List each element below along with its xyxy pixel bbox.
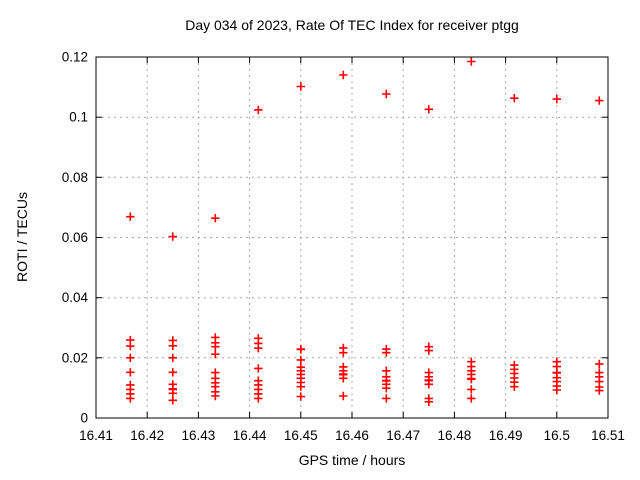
data-point-marker xyxy=(595,386,604,395)
data-point-marker xyxy=(595,96,604,105)
y-axis-title: ROTI / TECUs xyxy=(14,192,30,282)
data-point-marker xyxy=(126,341,135,351)
data-point-marker xyxy=(254,364,263,373)
y-tick-label: 0.1 xyxy=(69,110,88,125)
data-point-marker xyxy=(126,212,135,221)
x-tick-label: 16.5 xyxy=(544,428,570,443)
data-point-marker xyxy=(424,346,433,355)
data-point-marker xyxy=(296,392,305,401)
data-point-marker xyxy=(296,345,305,354)
data-point-marker xyxy=(339,391,348,401)
data-point-marker xyxy=(467,385,476,394)
data-point-marker xyxy=(510,382,519,391)
data-point-marker xyxy=(126,368,135,377)
data-point-marker xyxy=(211,391,220,401)
y-tick-label: 0.04 xyxy=(62,290,89,305)
x-tick-label: 16.45 xyxy=(284,428,318,443)
data-point-marker xyxy=(552,385,561,395)
data-point-marker xyxy=(424,105,433,114)
chart-title: Day 034 of 2023, Rate Of TEC Index for r… xyxy=(185,17,519,33)
data-point-marker xyxy=(510,94,519,103)
data-point-marker xyxy=(382,394,391,403)
data-point-marker xyxy=(168,232,177,241)
data-point-marker xyxy=(254,394,263,403)
data-point-marker xyxy=(126,353,135,362)
y-tick-label: 0 xyxy=(80,411,88,426)
data-point-marker xyxy=(168,368,177,377)
x-tick-label: 16.46 xyxy=(335,428,369,443)
data-point-marker xyxy=(168,341,177,350)
data-point-marker xyxy=(254,105,263,115)
data-point-marker xyxy=(424,380,433,389)
data-point-marker xyxy=(296,82,305,91)
data-point-marker xyxy=(382,348,391,357)
data-point-marker xyxy=(382,384,391,393)
x-tick-label: 16.51 xyxy=(591,428,625,443)
data-point-marker xyxy=(254,344,263,353)
data-point-marker xyxy=(339,374,348,383)
x-tick-label: 16.49 xyxy=(489,428,523,443)
y-tick-label: 0.12 xyxy=(62,50,88,65)
plot-border xyxy=(95,56,609,419)
y-tick-label: 0.06 xyxy=(62,230,88,245)
data-point-marker xyxy=(168,353,177,362)
data-point-marker xyxy=(595,359,604,369)
y-tick-label: 0.08 xyxy=(62,170,88,185)
x-tick-label: 16.43 xyxy=(182,428,216,443)
data-point-marker xyxy=(382,89,391,99)
data-point-marker xyxy=(211,342,220,351)
x-axis-title: GPS time / hours xyxy=(298,452,406,468)
x-tick-label: 16.48 xyxy=(438,428,472,443)
data-point-marker xyxy=(211,214,220,223)
data-point-marker xyxy=(126,394,135,403)
x-tick-label: 16.44 xyxy=(233,428,267,443)
data-point-marker xyxy=(339,348,348,357)
y-tick-label: 0.02 xyxy=(62,350,88,365)
data-point-marker xyxy=(296,355,305,365)
data-point-marker xyxy=(424,397,433,406)
data-point-marker xyxy=(339,70,348,80)
x-tick-label: 16.41 xyxy=(79,428,113,443)
data-point-marker xyxy=(467,394,476,403)
x-tick-label: 16.47 xyxy=(386,428,420,443)
data-point-marker xyxy=(467,375,476,384)
data-point-marker xyxy=(211,350,220,359)
data-point-marker xyxy=(296,382,305,391)
data-point-marker xyxy=(552,94,561,104)
data-point-marker xyxy=(168,396,177,405)
data-point-marker xyxy=(467,57,476,66)
x-tick-label: 16.42 xyxy=(130,428,164,443)
